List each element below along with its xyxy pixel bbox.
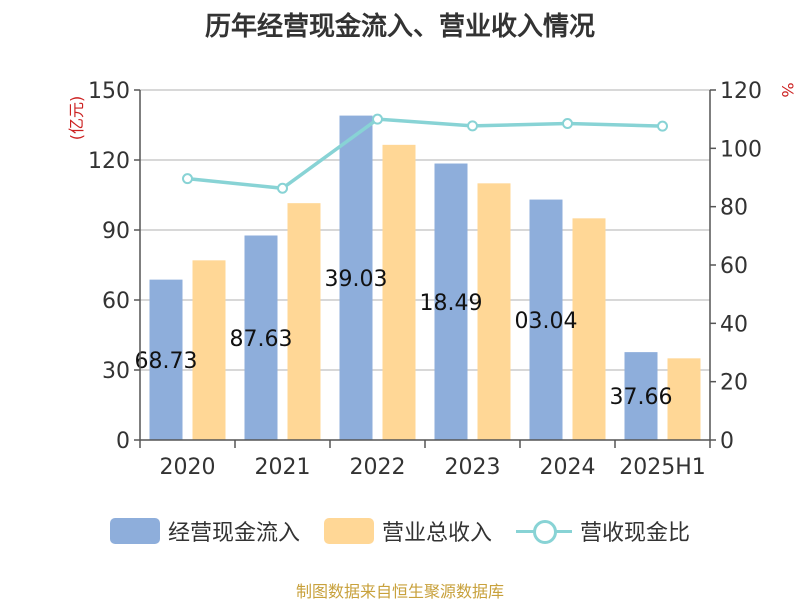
bar-revenue	[287, 203, 321, 440]
y-left-axis-title: (亿元)	[67, 96, 86, 141]
x-tick-label: 2021	[255, 455, 311, 480]
grid-lines	[140, 89, 710, 371]
bar-cash-inflow	[529, 199, 563, 440]
y-left-tick-label: 0	[116, 429, 130, 454]
ratio-series-line	[187, 117, 663, 191]
x-tick-label: 2023	[445, 455, 501, 480]
data-label-cash-inflow: 03.04	[515, 309, 578, 334]
data-label-cash-inflow: 39.03	[325, 267, 388, 292]
x-tick-label: 2022	[350, 455, 406, 480]
x-tick-label: 2020	[160, 455, 216, 480]
y-right-tick-label: 60	[720, 254, 748, 279]
bar-revenue	[477, 183, 511, 441]
bar-revenue	[382, 144, 416, 441]
data-label-cash-inflow: 18.49	[420, 291, 483, 316]
ratio-point	[467, 120, 478, 132]
x-tick-label: 2025H1	[619, 455, 706, 480]
bar-revenue	[572, 218, 606, 440]
y-right-tick-label: 20	[720, 371, 748, 396]
ratio-point	[182, 173, 193, 185]
bars	[149, 115, 701, 441]
bar-cash-inflow	[244, 235, 278, 440]
legend-swatch-revenue	[323, 518, 374, 544]
data-labels: 68.73 87.63 39.03 18.49 03.04 37.66	[135, 267, 673, 410]
y-left-tick-label: 150	[88, 79, 130, 104]
y-right-tick-label: 80	[720, 196, 748, 221]
bar-cash-inflow	[149, 279, 183, 440]
bar-revenue	[192, 260, 226, 440]
bar-revenue	[667, 358, 701, 440]
chart-title: 历年经营现金流入、营业收入情况	[204, 12, 595, 42]
y-right-tick-label: 0	[720, 429, 734, 454]
y-left-tick-label: 60	[102, 289, 130, 314]
ratio-point	[657, 120, 668, 132]
y-right-tick-label: 120	[720, 79, 762, 104]
y-right-tick-label: 100	[720, 137, 762, 162]
data-label-cash-inflow: 37.66	[610, 385, 673, 410]
ratio-point	[277, 182, 288, 194]
y-left-tick-label: 30	[102, 359, 130, 384]
legend: 经营现金流入 营业总收入 营收现金比	[0, 515, 800, 547]
ratio-point	[372, 113, 383, 125]
x-tick-label: 2024	[540, 455, 596, 480]
y-right-tick-label: 40	[720, 312, 748, 337]
source-note: 制图数据来自恒生聚源数据库	[295, 582, 504, 601]
legend-item-revenue[interactable]: 营业总收入	[323, 515, 492, 547]
legend-label-revenue: 营业总收入	[381, 521, 492, 546]
legend-label-cash-inflow: 经营现金流入	[167, 521, 300, 546]
data-label-cash-inflow: 68.73	[135, 349, 198, 374]
y-right-axis-title: %	[778, 82, 797, 97]
data-label-cash-inflow: 87.63	[230, 327, 293, 352]
legend-item-ratio[interactable]: 营收现金比	[516, 515, 690, 547]
y-left-tick-label: 120	[88, 149, 130, 174]
ratio-line	[182, 113, 668, 194]
bar-cash-inflow	[624, 352, 658, 440]
y-left-tick-label: 90	[102, 219, 130, 244]
bar-cash-inflow	[339, 115, 373, 440]
ratio-point	[562, 118, 573, 130]
legend-swatch-cash-inflow	[109, 518, 160, 544]
legend-swatch-ratio	[516, 518, 572, 544]
legend-item-cash-inflow[interactable]: 经营现金流入	[109, 515, 300, 547]
legend-label-ratio: 营收现金比	[580, 521, 691, 546]
bar-cash-inflow	[434, 163, 468, 441]
